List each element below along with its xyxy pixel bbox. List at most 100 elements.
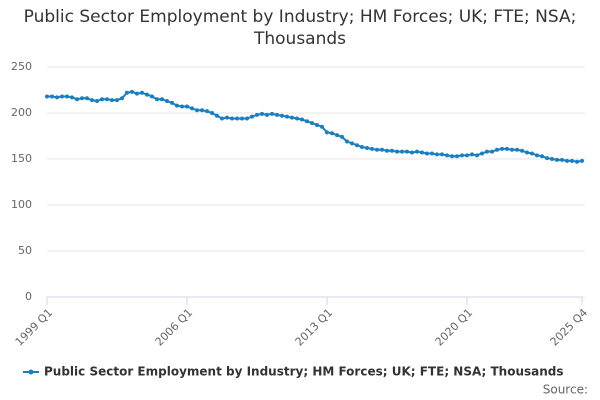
point	[315, 122, 319, 127]
point	[110, 98, 114, 103]
x-tick-label: 2020 Q1	[433, 306, 476, 349]
line	[47, 90, 583, 163]
point	[80, 96, 84, 101]
point	[435, 152, 439, 157]
point	[180, 104, 184, 109]
point	[275, 112, 279, 117]
y-tick-label: 50	[18, 244, 32, 257]
point	[210, 111, 214, 115]
source: Source:	[543, 383, 588, 397]
point	[430, 151, 434, 156]
point	[365, 145, 369, 150]
point	[450, 154, 454, 159]
point	[550, 157, 554, 161]
point	[545, 156, 549, 161]
point	[50, 94, 54, 99]
point	[100, 97, 104, 102]
point	[325, 130, 329, 135]
point	[55, 95, 59, 100]
point	[310, 121, 314, 126]
point	[60, 94, 64, 99]
point	[265, 112, 269, 117]
point	[380, 147, 384, 152]
point	[75, 97, 79, 102]
point	[410, 150, 414, 155]
point	[245, 116, 249, 121]
point	[465, 153, 469, 158]
point	[305, 119, 309, 124]
legend-marker	[28, 369, 34, 375]
point	[225, 115, 229, 120]
point	[440, 152, 444, 157]
point	[290, 115, 294, 120]
y-tick-label: 200	[11, 106, 32, 119]
point	[495, 147, 499, 152]
point	[395, 149, 399, 154]
point	[295, 116, 299, 121]
legend-label: Public Sector Employment by Industry; HM…	[44, 365, 564, 379]
point	[420, 150, 424, 155]
point	[580, 158, 584, 163]
point	[355, 143, 359, 148]
point	[500, 146, 504, 151]
point	[95, 99, 99, 104]
point	[375, 147, 379, 152]
point	[540, 154, 544, 159]
point	[185, 104, 189, 109]
point	[190, 106, 194, 111]
x-tick-label: 2025 Q4	[548, 306, 591, 349]
point	[145, 92, 149, 97]
y-tick-label: 100	[11, 198, 32, 211]
point	[155, 97, 159, 102]
point	[480, 151, 484, 156]
point	[470, 152, 474, 157]
point	[360, 145, 364, 150]
point	[195, 108, 199, 113]
point	[45, 94, 49, 99]
point	[120, 96, 124, 101]
x-tick-label: 2006 Q1	[153, 306, 196, 349]
point	[415, 149, 419, 154]
point	[170, 100, 174, 105]
point	[570, 158, 574, 163]
point	[330, 131, 334, 136]
point	[405, 149, 409, 154]
point	[65, 94, 69, 99]
x-tick-label: 2013 Q1	[293, 306, 336, 349]
point	[565, 158, 569, 163]
point	[510, 147, 514, 152]
point	[255, 112, 259, 117]
point	[90, 98, 94, 103]
chart-title: Public Sector Employment by Industry; HM…	[23, 7, 577, 49]
point	[270, 111, 274, 116]
point	[345, 139, 349, 144]
point	[285, 114, 289, 119]
point	[125, 90, 129, 95]
point	[215, 113, 219, 118]
point	[460, 153, 464, 158]
point	[515, 147, 519, 152]
point	[525, 150, 529, 155]
point	[335, 133, 339, 138]
point	[235, 116, 239, 121]
point	[250, 114, 254, 119]
point	[390, 148, 394, 153]
point	[300, 117, 304, 122]
point	[280, 113, 284, 118]
point	[535, 153, 539, 158]
point	[425, 151, 429, 156]
point	[385, 148, 389, 153]
point	[400, 149, 404, 154]
point	[505, 146, 509, 151]
point	[205, 109, 209, 114]
point	[115, 98, 119, 103]
point	[230, 116, 234, 121]
point	[135, 91, 139, 96]
point	[475, 153, 479, 158]
point	[520, 148, 524, 153]
point	[130, 89, 134, 94]
point	[85, 96, 89, 101]
y-tick-label: 250	[11, 60, 32, 73]
